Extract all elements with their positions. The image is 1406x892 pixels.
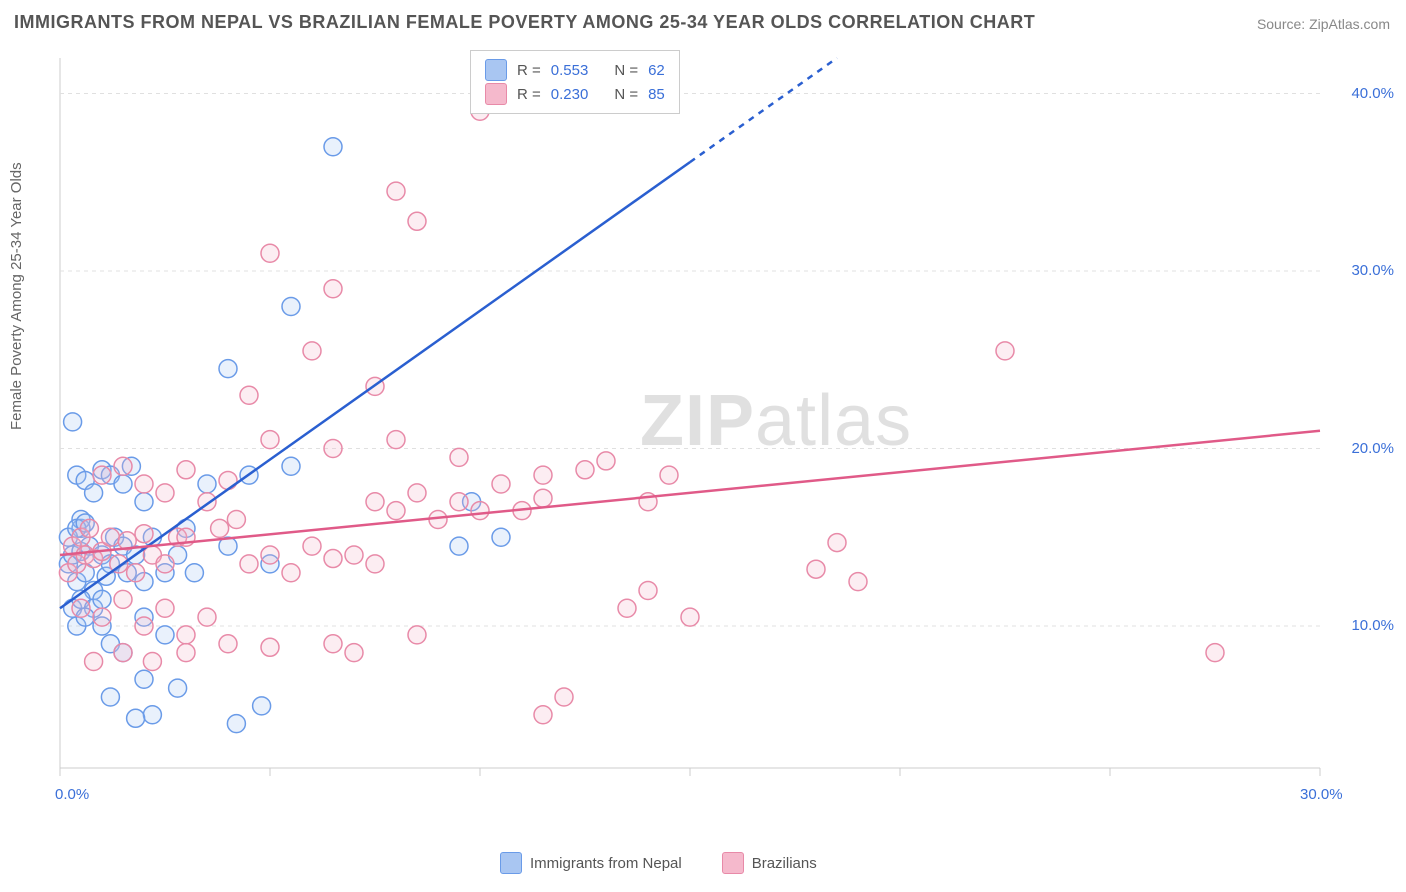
x-tick-label-1: 30.0% (1300, 786, 1343, 803)
legend-series: Immigrants from Nepal Brazilians (500, 852, 817, 874)
legend-stats-row-0: R = 0.553 N = 62 (485, 59, 665, 81)
legend-bottom-swatch-0 (500, 852, 522, 874)
legend-bottom-label-0: Immigrants from Nepal (530, 855, 682, 872)
source-label: Source: ZipAtlas.com (1257, 16, 1390, 32)
chart-title: IMMIGRANTS FROM NEPAL VS BRAZILIAN FEMAL… (14, 12, 1035, 33)
y-tick-label-3: 40.0% (1351, 85, 1394, 102)
legend-stats-row-1: R = 0.230 N = 85 (485, 83, 665, 105)
scatter-svg (50, 48, 1390, 808)
legend-bottom-swatch-1 (722, 852, 744, 874)
chart-container: IMMIGRANTS FROM NEPAL VS BRAZILIAN FEMAL… (0, 0, 1406, 892)
y-tick-label-0: 10.0% (1351, 617, 1394, 634)
legend-swatch-1 (485, 83, 507, 105)
y-axis-label: Female Poverty Among 25-34 Year Olds (8, 162, 25, 430)
plot-area (50, 48, 1390, 808)
y-tick-label-1: 20.0% (1351, 440, 1394, 457)
legend-stats: R = 0.553 N = 62 R = 0.230 N = 85 (470, 50, 680, 114)
legend-bottom-label-1: Brazilians (752, 855, 817, 872)
x-tick-label-0: 0.0% (55, 786, 89, 803)
legend-item-1: Brazilians (722, 852, 817, 874)
legend-item-0: Immigrants from Nepal (500, 852, 682, 874)
legend-swatch-0 (485, 59, 507, 81)
y-tick-label-2: 30.0% (1351, 262, 1394, 279)
